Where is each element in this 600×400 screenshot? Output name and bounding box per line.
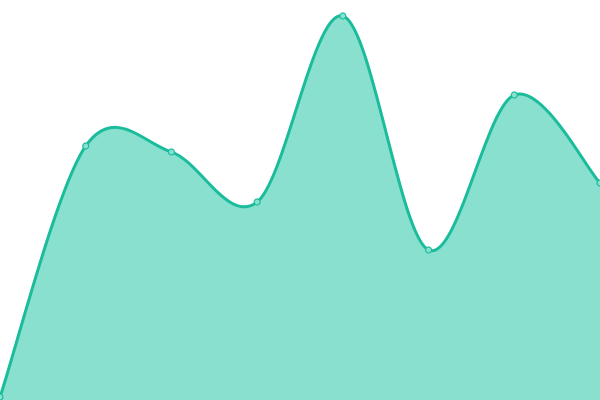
data-point (510, 91, 518, 99)
data-point (424, 246, 433, 254)
data-point (0, 393, 4, 400)
data-point (253, 198, 261, 206)
data-points (0, 12, 600, 400)
area-fill (0, 15, 600, 400)
data-point (339, 12, 347, 20)
data-point (596, 179, 600, 187)
data-point (167, 148, 176, 156)
data-point (82, 142, 90, 150)
